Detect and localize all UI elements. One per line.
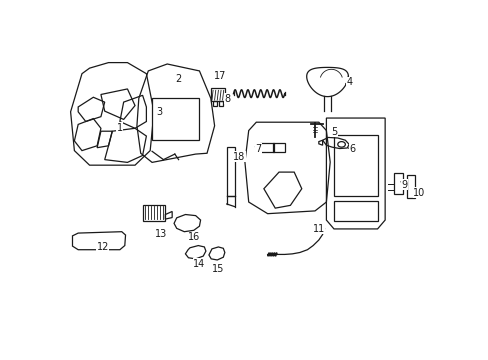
Text: 15: 15: [212, 264, 224, 274]
Bar: [226, 147, 235, 195]
Text: 1: 1: [117, 123, 122, 133]
Text: 13: 13: [155, 229, 167, 239]
Bar: [333, 135, 377, 195]
Bar: [142, 205, 165, 221]
Bar: [273, 143, 285, 152]
Text: 5: 5: [330, 127, 336, 137]
Text: 4: 4: [346, 77, 351, 87]
Text: 18: 18: [233, 152, 245, 162]
Text: 16: 16: [187, 232, 200, 242]
Bar: [212, 102, 216, 107]
Text: 2: 2: [175, 74, 182, 84]
Bar: [333, 201, 377, 221]
Bar: [210, 88, 225, 102]
Bar: [393, 174, 403, 194]
Text: 6: 6: [349, 144, 355, 153]
Text: 11: 11: [312, 224, 325, 234]
Bar: [406, 175, 414, 198]
Text: 12: 12: [97, 242, 109, 252]
Bar: [219, 102, 223, 107]
Text: 8: 8: [224, 94, 230, 104]
Text: 14: 14: [193, 258, 205, 269]
Text: 7: 7: [255, 144, 261, 153]
Text: 9: 9: [400, 180, 407, 190]
Bar: [152, 98, 199, 140]
Text: 10: 10: [412, 188, 425, 198]
Text: 3: 3: [156, 108, 163, 117]
Text: 17: 17: [214, 72, 226, 81]
Bar: [260, 143, 274, 152]
